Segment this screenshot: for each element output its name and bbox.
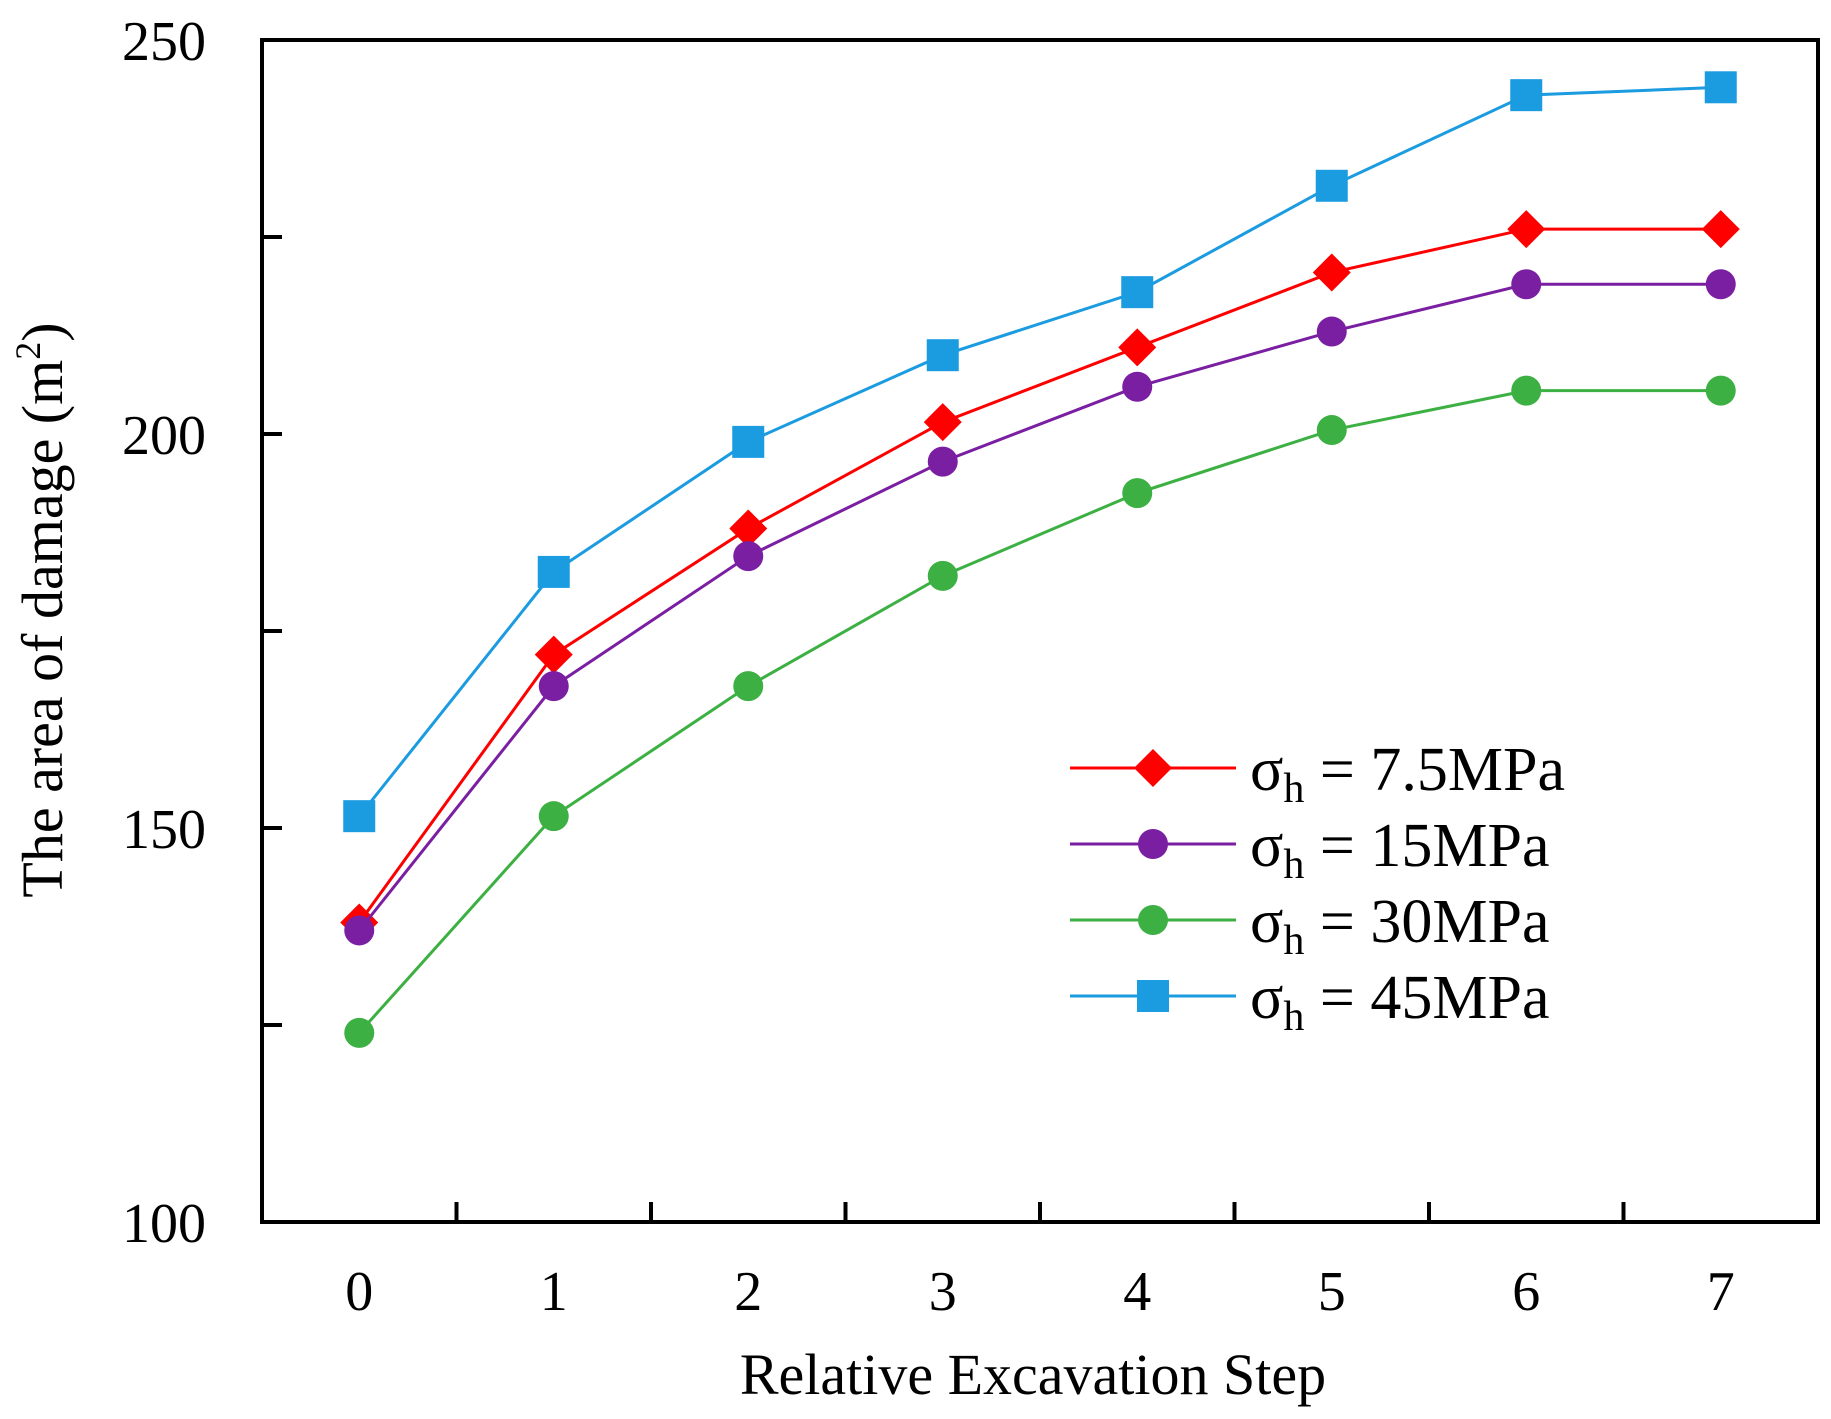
x-tick-label: 1 <box>540 1261 568 1323</box>
legend-label-15MPa: σh = 15MPa <box>1250 812 1550 888</box>
y-tick-label: 100 <box>122 1193 206 1255</box>
series-line-7.5MPa <box>358 227 1721 924</box>
y-axis-title: The area of damage (m2) <box>8 322 75 897</box>
legend-value: 45MPa <box>1370 964 1549 1032</box>
legend-value: 15MPa <box>1370 812 1549 880</box>
data-point-15MPa <box>733 541 764 572</box>
legend-equals: = <box>1304 812 1370 880</box>
data-point-45MPa <box>343 800 376 833</box>
data-point-30MPa <box>538 801 569 832</box>
x-axis-title: Relative Excavation Step <box>740 1342 1326 1407</box>
legend-marker-30MPa <box>1138 905 1168 935</box>
legend-sigma: σ <box>1250 812 1283 880</box>
data-point-7.5MPa <box>1118 328 1157 367</box>
legend-label-7.5MPa: σh = 7.5MPa <box>1250 736 1565 812</box>
x-tick-label: 4 <box>1123 1261 1151 1323</box>
y-axis-title-main: The area of damage (m <box>10 360 75 898</box>
legend-equals: = <box>1304 736 1370 804</box>
data-point-45MPa <box>1704 71 1737 104</box>
series-line-45MPa <box>358 85 1721 818</box>
data-point-15MPa <box>1316 316 1347 347</box>
legend-marker-45MPa <box>1137 980 1169 1012</box>
data-point-7.5MPa <box>729 509 768 548</box>
y-tick-label: 250 <box>122 11 206 73</box>
plot-frame <box>260 38 1820 1224</box>
legend-subscript: h <box>1283 994 1304 1040</box>
x-tick-label: 0 <box>345 1261 373 1323</box>
legend-sigma: σ <box>1250 964 1283 1032</box>
x-tick-label: 3 <box>929 1261 957 1323</box>
data-point-15MPa <box>538 671 569 702</box>
legend-subscript: h <box>1283 918 1304 964</box>
legend-equals: = <box>1304 964 1370 1032</box>
data-point-45MPa <box>732 425 765 458</box>
data-point-30MPa <box>1705 375 1736 406</box>
data-point-7.5MPa <box>1701 210 1740 249</box>
data-point-30MPa <box>1511 375 1542 406</box>
data-point-15MPa <box>927 446 958 477</box>
data-point-30MPa <box>927 560 958 591</box>
data-point-30MPa <box>1122 478 1153 509</box>
y-axis-title-sup: 2 <box>8 342 48 360</box>
data-point-15MPa <box>1511 269 1542 300</box>
x-tick-label: 7 <box>1707 1261 1735 1323</box>
data-point-15MPa <box>1705 269 1736 300</box>
legend-marker-15MPa <box>1138 829 1168 859</box>
legend-sigma: σ <box>1250 888 1283 956</box>
y-axis-title-close: ) <box>10 322 75 341</box>
x-tick-label: 6 <box>1512 1261 1540 1323</box>
legend-subscript: h <box>1283 766 1304 812</box>
data-point-15MPa <box>344 915 375 946</box>
data-point-30MPa <box>344 1017 375 1048</box>
y-axis-title-text: The area of damage (m2) <box>8 322 75 897</box>
data-point-45MPa <box>1315 169 1348 202</box>
legend-marker-7.5MPa <box>1134 749 1172 787</box>
data-point-30MPa <box>1316 415 1347 446</box>
data-point-15MPa <box>1122 371 1153 402</box>
legend-label-30MPa: σh = 30MPa <box>1250 888 1550 964</box>
x-tick-label: 2 <box>734 1261 762 1323</box>
data-point-45MPa <box>1510 79 1543 112</box>
legend-value: 7.5MPa <box>1370 736 1565 804</box>
legend-label-45MPa: σh = 45MPa <box>1250 964 1550 1040</box>
x-tick-label: 5 <box>1318 1261 1346 1323</box>
data-point-7.5MPa <box>1312 253 1351 292</box>
y-tick-label: 150 <box>122 799 206 861</box>
data-point-7.5MPa <box>923 403 962 442</box>
series-line-30MPa <box>358 389 1721 1034</box>
series-line-15MPa <box>358 282 1721 932</box>
data-point-45MPa <box>537 555 570 588</box>
data-point-45MPa <box>1121 276 1154 309</box>
legend-subscript: h <box>1283 842 1304 888</box>
legend-value: 30MPa <box>1370 888 1549 956</box>
legend-equals: = <box>1304 888 1370 956</box>
data-point-7.5MPa <box>1507 210 1546 249</box>
data-point-30MPa <box>733 671 764 702</box>
data-point-45MPa <box>926 339 959 372</box>
legend-sigma: σ <box>1250 736 1283 804</box>
data-point-7.5MPa <box>534 635 573 674</box>
y-tick-label: 200 <box>122 405 206 467</box>
